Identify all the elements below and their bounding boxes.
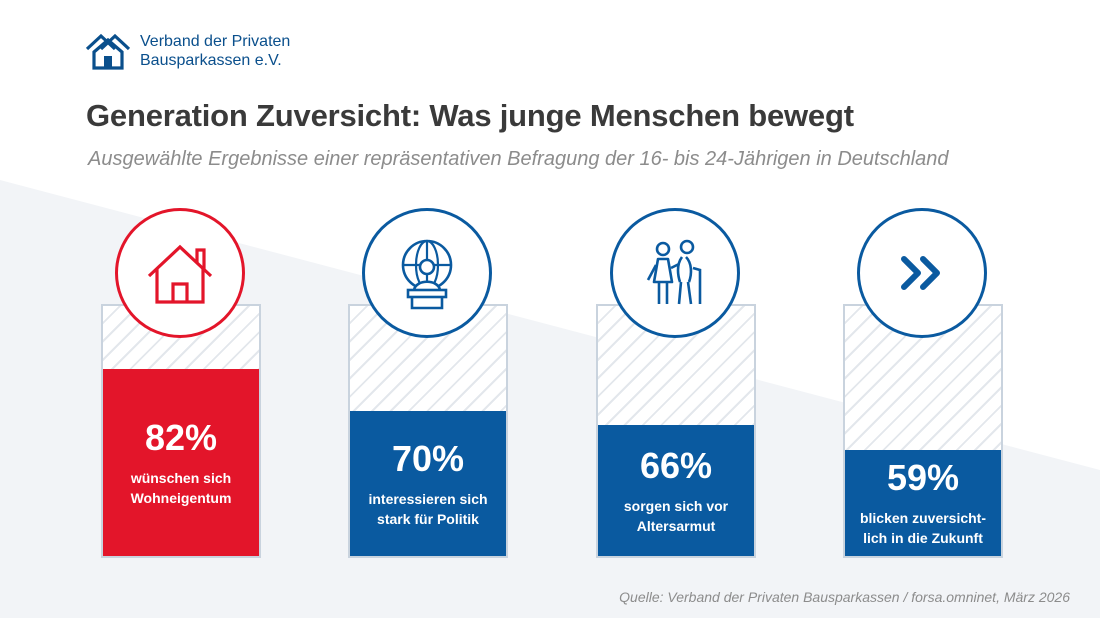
house-logo-icon bbox=[85, 33, 131, 70]
icon-badge bbox=[857, 208, 987, 338]
stat-label: blicken zuversicht-lich in die Zukunft bbox=[859, 509, 987, 546]
double-chevron-right-icon bbox=[901, 256, 940, 290]
stat-label: wünschen sich Wohneigentum bbox=[130, 469, 232, 506]
bar-fill: 59% blicken zuversicht-lich in die Zukunf… bbox=[845, 449, 1001, 556]
stat-label: sorgen sich vor Altersarmut bbox=[623, 497, 729, 534]
bar-fill: 66% sorgen sich vor Altersarmut bbox=[598, 425, 754, 556]
percentage-value: 66% bbox=[639, 444, 713, 486]
bar-fill: 70% interessieren sich stark für Politik bbox=[350, 411, 506, 556]
icon-badge bbox=[610, 208, 740, 338]
house-icon bbox=[147, 244, 213, 304]
globe-podium-icon bbox=[401, 239, 453, 310]
logo-text: Verband der Privaten Bausparkassen e.V. bbox=[140, 32, 290, 70]
percentage-value: 59% bbox=[886, 456, 960, 498]
logo: Verband der Privaten Bausparkassen e.V. bbox=[84, 31, 290, 71]
page-subtitle: Ausgewählte Ergebnisse einer repräsentat… bbox=[88, 148, 949, 170]
bar-track: 66% sorgen sich vor Altersarmut bbox=[596, 304, 756, 558]
icon-badge bbox=[362, 208, 492, 338]
logo-line-2: Bausparkassen e.V. bbox=[140, 52, 282, 69]
stat-label: interessieren sich stark für Politik bbox=[368, 490, 488, 527]
logo-line-1: Verband der Privaten bbox=[140, 33, 291, 50]
source-note: Quelle: Verband der Privaten Bausparkass… bbox=[619, 589, 1070, 605]
bar-track: 59% blicken zuversicht-lich in die Zukunf… bbox=[843, 304, 1003, 558]
bar-track: 70% interessieren sich stark für Politik bbox=[348, 304, 508, 558]
elderly-couple-icon bbox=[646, 239, 702, 305]
page-title: Generation Zuversicht: Was junge Mensche… bbox=[86, 98, 854, 133]
icon-badge bbox=[115, 208, 245, 338]
stat-column: 82% wünschen sich Wohneigentum bbox=[101, 208, 261, 558]
percentage-value: 82% bbox=[144, 416, 218, 458]
stat-column: 70% interessieren sich stark für Politik bbox=[348, 208, 508, 558]
stat-column: 66% sorgen sich vor Altersarmut bbox=[596, 208, 756, 558]
stat-column: 59% blicken zuversicht-lich in die Zukunf… bbox=[843, 208, 1003, 558]
bar-track: 82% wünschen sich Wohneigentum bbox=[101, 304, 261, 558]
bar-fill: 82% wünschen sich Wohneigentum bbox=[103, 369, 259, 556]
percentage-value: 70% bbox=[391, 437, 465, 479]
